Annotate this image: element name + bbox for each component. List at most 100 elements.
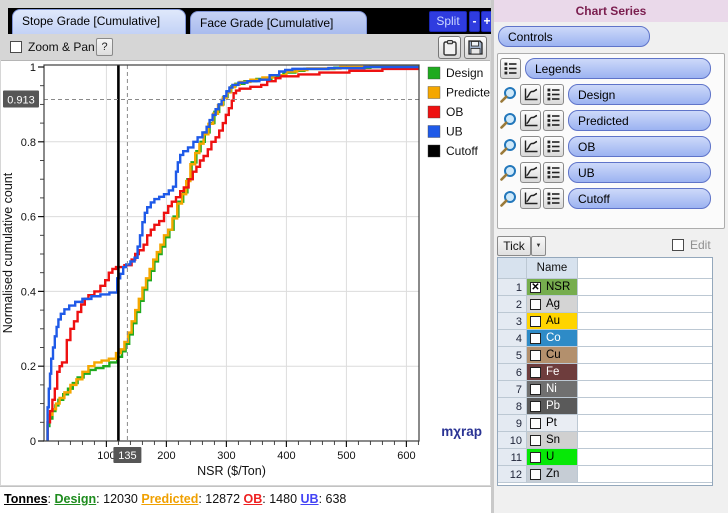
element-name: Co (546, 332, 561, 344)
element-cell-fe[interactable]: Fe (527, 364, 578, 380)
legends-list-button[interactable] (500, 58, 521, 79)
table-row-sn[interactable]: 10 Sn (498, 432, 712, 449)
row-number[interactable]: 11 (498, 449, 527, 465)
table-row-pb[interactable]: 8 Pb (498, 398, 712, 415)
element-cell-co[interactable]: Co (527, 330, 578, 346)
table-row-fe[interactable]: 6 Fe (498, 364, 712, 381)
element-cell-pb[interactable]: Pb (527, 398, 578, 414)
row-number[interactable]: 6 (498, 364, 527, 380)
list-ob-button[interactable] (543, 136, 564, 157)
list-ub-button[interactable] (543, 162, 564, 183)
svg-text:300: 300 (217, 450, 235, 462)
series-ob-button[interactable]: OB (568, 136, 711, 157)
zoom-pan-checkbox[interactable] (10, 41, 22, 53)
element-name: Ag (546, 298, 561, 310)
list-design-button[interactable] (543, 84, 564, 105)
series-ub-button[interactable]: UB (568, 162, 711, 183)
element-checkbox-cu[interactable] (530, 349, 541, 361)
row-number[interactable]: 3 (498, 313, 527, 329)
element-checkbox-pt[interactable] (530, 417, 541, 429)
row-number[interactable]: 9 (498, 415, 527, 431)
element-checkbox-pb[interactable] (530, 400, 541, 412)
row-number[interactable]: 10 (498, 432, 527, 448)
save-button[interactable] (464, 36, 487, 59)
legend-swatch-ub (427, 125, 441, 138)
element-cell-cu[interactable]: Cu (527, 347, 578, 363)
element-checkbox-zn[interactable] (530, 468, 541, 480)
zoom-series-cutoff-button[interactable] (499, 189, 518, 208)
pane-divider[interactable] (491, 0, 494, 513)
x-axis-title: NSR ($/Ton) (197, 464, 266, 478)
element-checkbox-nsr[interactable]: ✕ (530, 281, 541, 293)
clipboard-icon (442, 39, 457, 56)
help-button[interactable]: ? (96, 38, 113, 56)
tick-button[interactable]: Tick (497, 236, 531, 256)
copy-to-clipboard-button[interactable] (438, 36, 461, 59)
zoom-series-ob-button[interactable] (499, 137, 518, 156)
svg-text:0: 0 (30, 436, 36, 448)
element-cell-nsr[interactable]: ✕ NSR (527, 279, 578, 295)
element-checkbox-ag[interactable] (530, 298, 541, 310)
plot-style-ub-button[interactable] (520, 162, 541, 183)
element-checkbox-sn[interactable] (530, 434, 541, 446)
tab-stope-grade[interactable]: Stope Grade [Cumulative] (12, 9, 186, 34)
plot-border[interactable] (43, 64, 420, 442)
series-cutoff-button[interactable]: Cutoff (568, 188, 711, 209)
plot-style-cutoff-button[interactable] (520, 188, 541, 209)
element-checkbox-co[interactable] (530, 332, 541, 344)
table-row-cu[interactable]: 5 Cu (498, 347, 712, 364)
plot-style-predicted-button[interactable] (520, 110, 541, 131)
element-checkbox-au[interactable] (530, 315, 541, 327)
element-cell-zn[interactable]: Zn (527, 466, 578, 482)
series-predicted-button[interactable]: Predicted (568, 110, 711, 131)
row-number[interactable]: 1 (498, 279, 527, 295)
table-row-au[interactable]: 3 Au (498, 313, 712, 330)
series-design-button[interactable]: Design (568, 84, 711, 105)
list-cutoff-button[interactable] (543, 188, 564, 209)
plot-style-ob-button[interactable] (520, 136, 541, 157)
zoom-series-design-button[interactable] (499, 85, 518, 104)
table-row-nsr[interactable]: 1 ✕ NSR (498, 279, 712, 296)
zoom-series-ub-button[interactable] (499, 163, 518, 182)
element-cell-u[interactable]: U (527, 449, 578, 465)
row-number[interactable]: 8 (498, 398, 527, 414)
row-number[interactable]: 12 (498, 466, 527, 482)
svg-text:200: 200 (157, 450, 175, 462)
table-row-ni[interactable]: 7 Ni (498, 381, 712, 398)
table-row-ag[interactable]: 2 Ag (498, 296, 712, 313)
plot-style-design-button[interactable] (520, 84, 541, 105)
element-cell-au[interactable]: Au (527, 313, 578, 329)
row-number[interactable]: 4 (498, 330, 527, 346)
row-number[interactable]: 2 (498, 296, 527, 312)
edit-checkbox[interactable] (672, 239, 684, 251)
element-cell-sn[interactable]: Sn (527, 432, 578, 448)
element-checkbox-ni[interactable] (530, 383, 541, 395)
table-row-zn[interactable]: 12 Zn (498, 466, 712, 483)
magnifier-icon (500, 113, 516, 129)
tick-dropdown-arrow[interactable]: ▼ (531, 236, 546, 256)
axes: 100 200 300 400 500 600 0 0.2 0.4 0.6 0.8 1 (21, 62, 419, 462)
element-checkbox-u[interactable] (530, 451, 541, 463)
list-predicted-button[interactable] (543, 110, 564, 131)
table-row-u[interactable]: 11 U (498, 449, 712, 466)
element-cell-ni[interactable]: Ni (527, 381, 578, 397)
tonnes-statusbar: Tonnes: Design: 12030 Predicted: 12872 O… (0, 486, 491, 513)
tonnes-label: Tonnes (4, 492, 48, 506)
element-cell-ag[interactable]: Ag (527, 296, 578, 312)
row-number[interactable]: 7 (498, 381, 527, 397)
element-cell-pt[interactable]: Pt (527, 415, 578, 431)
chart-canvas[interactable]: 100 200 300 400 500 600 0 0.2 0.4 0.6 0.8 1 NSR ($/T… (1, 60, 497, 485)
save-icon (468, 40, 483, 55)
row-number[interactable]: 5 (498, 347, 527, 363)
table-row-co[interactable]: 4 Co (498, 330, 712, 347)
legend-swatch-ob (427, 105, 441, 119)
legends-button[interactable]: Legends (525, 58, 711, 79)
zoom-series-predicted-button[interactable] (499, 111, 518, 130)
split-button[interactable]: Split (429, 11, 467, 32)
magnifier-icon (500, 191, 516, 207)
controls-button[interactable]: Controls (498, 26, 650, 47)
tab-face-grade[interactable]: Face Grade [Cumulative] (190, 11, 367, 34)
remove-view-button[interactable]: - (469, 11, 480, 32)
table-row-pt[interactable]: 9 Pt (498, 415, 712, 432)
element-checkbox-fe[interactable] (530, 366, 541, 378)
